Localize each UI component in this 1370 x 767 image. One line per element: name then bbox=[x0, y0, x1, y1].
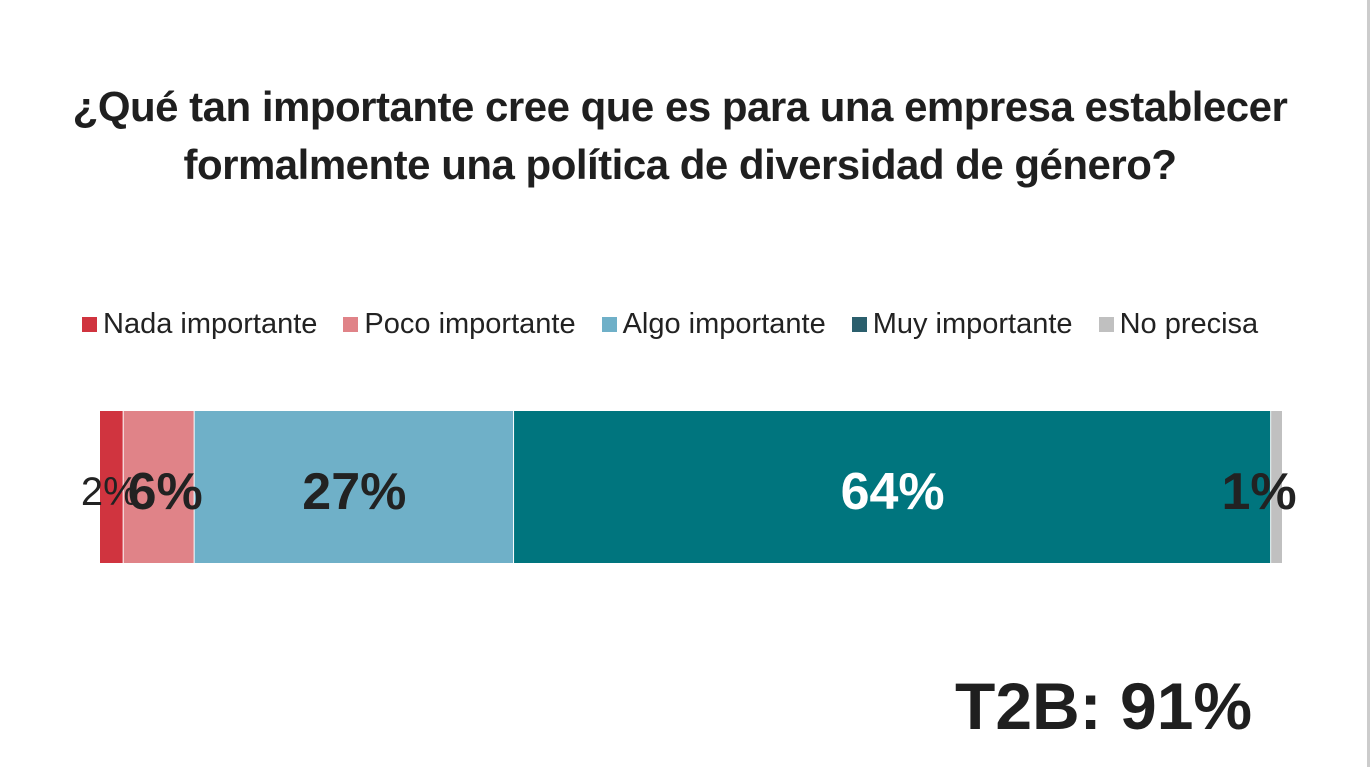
bar-segment bbox=[100, 411, 123, 563]
legend-swatch bbox=[1098, 317, 1114, 332]
legend-swatch bbox=[601, 317, 617, 332]
legend-label: Nada importante bbox=[103, 308, 318, 340]
data-label: 2% bbox=[80, 470, 139, 514]
legend: Nada importante Poco importante Algo impor… bbox=[82, 308, 1258, 341]
bar-segment bbox=[123, 411, 194, 563]
legend-label: No precisa bbox=[1119, 308, 1259, 340]
legend-item: Poco importante bbox=[343, 308, 576, 341]
bar-segment bbox=[1271, 411, 1282, 563]
legend-swatch bbox=[343, 317, 359, 332]
data-label: 27% bbox=[302, 463, 407, 521]
legend-swatch bbox=[851, 317, 867, 332]
data-label: 1% bbox=[1221, 463, 1297, 521]
legend-swatch bbox=[82, 317, 97, 332]
legend-item: Nada importante bbox=[82, 308, 317, 341]
legend-label: Algo importante bbox=[622, 308, 826, 340]
bar-segment bbox=[514, 411, 1271, 563]
legend-item: Muy importante bbox=[851, 308, 1073, 341]
data-label: 64% bbox=[840, 463, 945, 521]
bar-segment bbox=[194, 411, 514, 563]
legend-label: Muy importante bbox=[872, 308, 1073, 340]
t2b-annotation: T2B: 91% bbox=[955, 669, 1253, 743]
chart-title: ¿Qué tan importante cree que es para una… bbox=[72, 83, 1288, 188]
legend-label: Poco importante bbox=[364, 308, 576, 340]
legend-item: Algo importante bbox=[601, 308, 826, 341]
data-label: 6% bbox=[127, 463, 203, 521]
stacked-bar bbox=[100, 411, 1282, 563]
right-edge-divider bbox=[1367, 0, 1370, 767]
legend-item: No precisa bbox=[1098, 308, 1259, 341]
